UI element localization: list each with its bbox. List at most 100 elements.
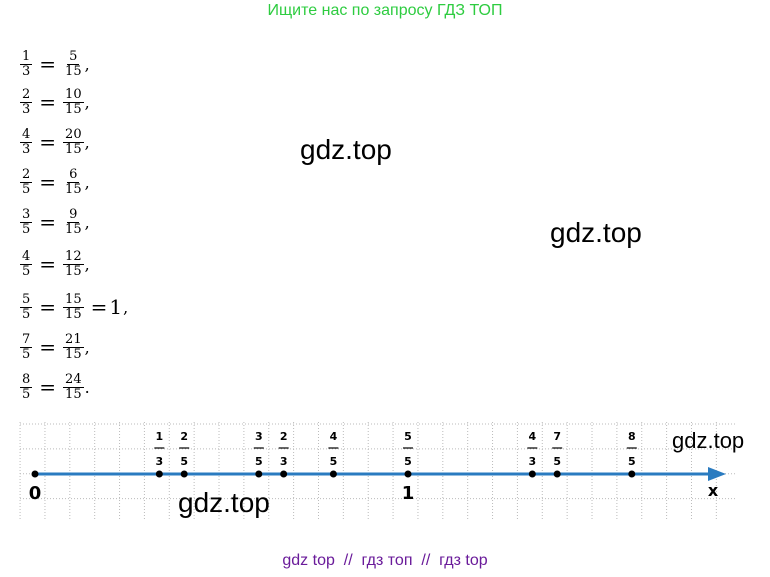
punctuation: , xyxy=(84,92,90,112)
header-title: Ищите нас по запросу ГДЗ ТОП xyxy=(267,2,503,19)
footer: gdz top // гдз топ // гдз top xyxy=(282,552,488,569)
point xyxy=(180,470,188,478)
point-numerator: 3 xyxy=(255,430,263,443)
point xyxy=(404,470,412,478)
numerator: 20 xyxy=(63,126,84,143)
numerator: 7 xyxy=(20,331,33,348)
fraction: 10 15 xyxy=(63,86,84,117)
point-numerator: 4 xyxy=(330,430,338,443)
numerator: 10 xyxy=(63,86,84,103)
origin-point xyxy=(31,470,39,478)
denominator: 15 xyxy=(65,141,82,157)
numerator: 4 xyxy=(20,126,33,143)
fraction: 5 15 xyxy=(63,49,84,79)
point-denominator: 5 xyxy=(330,455,338,468)
point-numerator: 8 xyxy=(628,430,636,443)
point xyxy=(155,470,163,478)
numerator: 8 xyxy=(20,371,33,388)
point xyxy=(528,470,536,478)
equation: 4 5 = 12 15, xyxy=(20,244,90,284)
fraction: 21 15 xyxy=(63,332,84,362)
punctuation: , xyxy=(123,297,129,317)
axis-arrow xyxy=(708,467,726,481)
point xyxy=(628,470,636,478)
numerator: 12 xyxy=(63,248,84,265)
point-numerator: 2 xyxy=(180,430,188,443)
point-denominator: 5 xyxy=(255,455,263,468)
numerator: 4 xyxy=(20,248,33,265)
equals-sign: = xyxy=(39,375,57,399)
watermark: gdz.top xyxy=(178,487,270,518)
equation: 5 5 = 15 15 = 1, xyxy=(20,287,128,327)
point-denominator: 3 xyxy=(156,455,164,468)
punctuation: . xyxy=(84,377,90,397)
denominator: 3 xyxy=(22,101,31,117)
point-numerator: 7 xyxy=(553,430,561,443)
punctuation: , xyxy=(84,337,90,357)
point xyxy=(329,470,337,478)
fraction: 20 15 xyxy=(63,126,84,157)
numerator: 2 xyxy=(20,166,33,183)
watermark: gdz.top xyxy=(300,134,392,165)
point-numerator: 4 xyxy=(529,430,537,443)
point xyxy=(553,470,561,478)
equals-sign: = xyxy=(39,210,57,234)
point-numerator: 5 xyxy=(404,430,412,443)
equation: 8 5 = 24 15. xyxy=(20,367,90,407)
punctuation: , xyxy=(84,54,90,74)
equals-sign: = xyxy=(39,130,57,154)
denominator: 15 xyxy=(65,386,82,402)
watermark: gdz.top xyxy=(550,217,642,248)
point-denominator: 3 xyxy=(280,455,288,468)
equation: 2 5 = 6 15, xyxy=(20,162,90,202)
denominator: 3 xyxy=(22,63,31,79)
denominator: 5 xyxy=(22,306,31,322)
point-denominator: 3 xyxy=(529,455,537,468)
punctuation: , xyxy=(84,172,90,192)
denominator: 15 xyxy=(65,221,82,237)
watermark: gdz.top xyxy=(672,428,745,453)
equals-sign: = xyxy=(90,295,108,319)
fraction: 12 15 xyxy=(63,248,84,279)
denominator: 5 xyxy=(22,346,31,362)
fraction: 24 15 xyxy=(63,372,84,402)
numerator: 5 xyxy=(20,291,33,308)
numerator: 1 xyxy=(20,48,33,65)
equals-sign: = xyxy=(39,295,57,319)
numerator: 6 xyxy=(67,166,80,183)
denominator: 3 xyxy=(22,141,31,157)
fraction: 6 15 xyxy=(63,166,84,197)
equation: 2 3 = 10 15, xyxy=(20,82,90,122)
denominator: 15 xyxy=(65,181,82,197)
denominator: 5 xyxy=(22,221,31,237)
point-denominator: 5 xyxy=(553,455,561,468)
point-denominator: 5 xyxy=(180,455,188,468)
origin-label: 0 xyxy=(29,483,42,504)
point-denominator: 5 xyxy=(628,455,636,468)
point xyxy=(255,470,263,478)
result: 1 xyxy=(109,295,123,319)
point-numerator: 2 xyxy=(280,430,288,443)
fraction: 15 15 xyxy=(63,291,84,322)
denominator: 5 xyxy=(22,386,31,402)
equals-sign: = xyxy=(39,335,57,359)
point xyxy=(280,470,288,478)
punctuation: , xyxy=(84,254,90,274)
numerator: 15 xyxy=(63,291,84,308)
denominator: 15 xyxy=(65,306,82,322)
point-numerator: 1 xyxy=(156,430,164,443)
fraction: 9 15 xyxy=(63,207,84,237)
numerator: 2 xyxy=(20,86,33,103)
denominator: 15 xyxy=(65,346,82,362)
point-denominator: 5 xyxy=(404,455,412,468)
punctuation: , xyxy=(84,132,90,152)
equals-sign: = xyxy=(39,252,57,276)
